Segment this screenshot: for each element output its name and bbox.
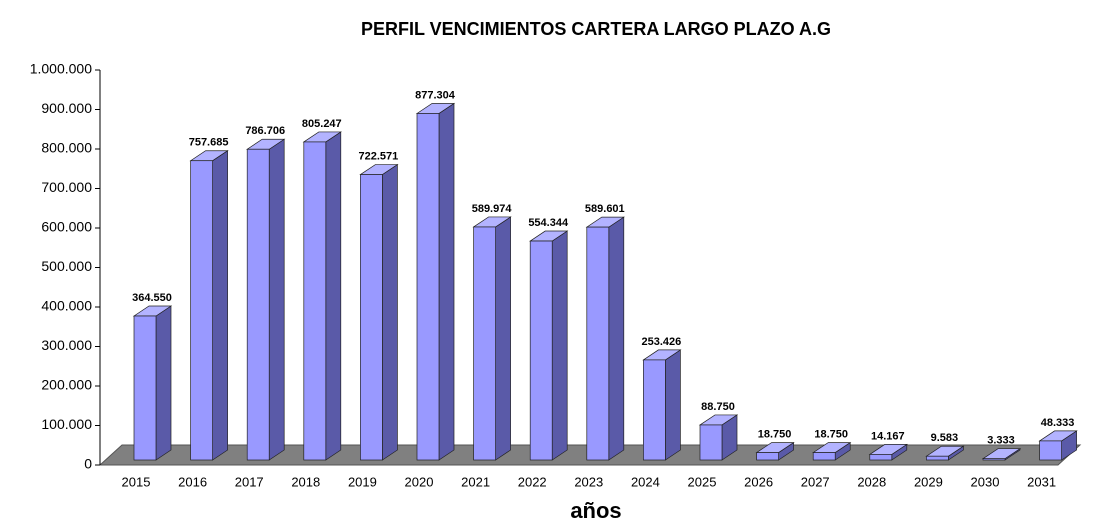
value-label: 554.344 [528, 217, 569, 229]
x-tick-label: 2031 [1027, 474, 1056, 489]
bar [643, 359, 666, 461]
bar-side [325, 131, 342, 461]
y-tick-label: 100.000 [41, 416, 92, 432]
x-tick-label: 2015 [122, 474, 151, 489]
x-tick-label: 2022 [518, 474, 547, 489]
bar-side [665, 349, 681, 461]
y-tick-label: 600.000 [41, 219, 92, 235]
y-tick-label: 700.000 [41, 179, 92, 195]
value-label: 18.750 [814, 429, 848, 441]
x-tick-label: 2021 [461, 474, 490, 489]
bar-side [495, 216, 511, 461]
value-label: 9.583 [931, 432, 959, 444]
x-tick-label: 2017 [235, 474, 264, 489]
value-label: 805.247 [302, 118, 342, 130]
value-label: 364.550 [132, 292, 172, 304]
y-tick-label: 1.000.000 [30, 61, 92, 77]
y-tick-label: 500.000 [41, 258, 92, 274]
x-tick-label: 2030 [971, 474, 1000, 489]
y-tick-label: 0 [84, 456, 92, 472]
bar-side [268, 138, 285, 461]
y-tick-label: 900.000 [41, 100, 92, 116]
bar [529, 240, 553, 461]
x-tick-label: 2019 [348, 474, 377, 489]
x-tick-label: 2027 [801, 474, 830, 489]
value-label: 18.750 [758, 429, 792, 441]
y-tick-label: 800.000 [41, 140, 92, 156]
value-label: 722.571 [359, 150, 399, 162]
bar-side [212, 150, 228, 461]
bar [360, 174, 383, 461]
bar [416, 113, 440, 461]
bar-side [551, 230, 568, 461]
bar [303, 141, 327, 461]
chart-title: PERFIL VENCIMIENTOS CARTERA LARGO PLAZO … [361, 19, 831, 39]
value-label: 253.426 [642, 336, 682, 348]
value-label: 589.601 [585, 203, 625, 215]
x-tick-label: 2025 [688, 474, 717, 489]
bar [756, 452, 779, 461]
x-tick-label: 2026 [744, 474, 773, 489]
bar [246, 148, 270, 461]
bar-side [608, 216, 625, 461]
x-tick-label: 2029 [914, 474, 943, 489]
value-label: 877.304 [415, 89, 456, 101]
bar [190, 160, 213, 461]
x-tick-label: 2023 [574, 474, 603, 489]
x-tick-label: 2018 [291, 474, 320, 489]
value-label: 786.706 [245, 125, 285, 137]
bar [982, 458, 1006, 461]
value-label: 48.333 [1041, 417, 1075, 429]
bar [699, 424, 723, 461]
bar [473, 226, 496, 461]
bar [869, 454, 893, 461]
value-label: 589.974 [472, 203, 513, 215]
bar [926, 455, 949, 461]
value-label: 757.685 [189, 137, 229, 149]
bar [133, 315, 157, 461]
bar [812, 452, 836, 461]
x-tick-label: 2020 [405, 474, 434, 489]
bar-side [155, 305, 172, 461]
bar-side [438, 102, 455, 461]
value-label: 88.750 [701, 401, 735, 413]
value-label: 14.167 [871, 430, 905, 442]
bar [586, 226, 610, 461]
bar [1039, 440, 1062, 461]
x-tick-label: 2016 [178, 474, 207, 489]
bar-side [382, 163, 398, 461]
x-axis-label: años [570, 498, 621, 523]
y-tick-label: 200.000 [41, 377, 92, 393]
x-tick-label: 2024 [631, 474, 660, 489]
x-tick-label: 2028 [857, 474, 886, 489]
y-tick-label: 300.000 [41, 337, 92, 353]
y-tick-label: 400.000 [41, 298, 92, 314]
value-label: 3.333 [987, 435, 1015, 447]
